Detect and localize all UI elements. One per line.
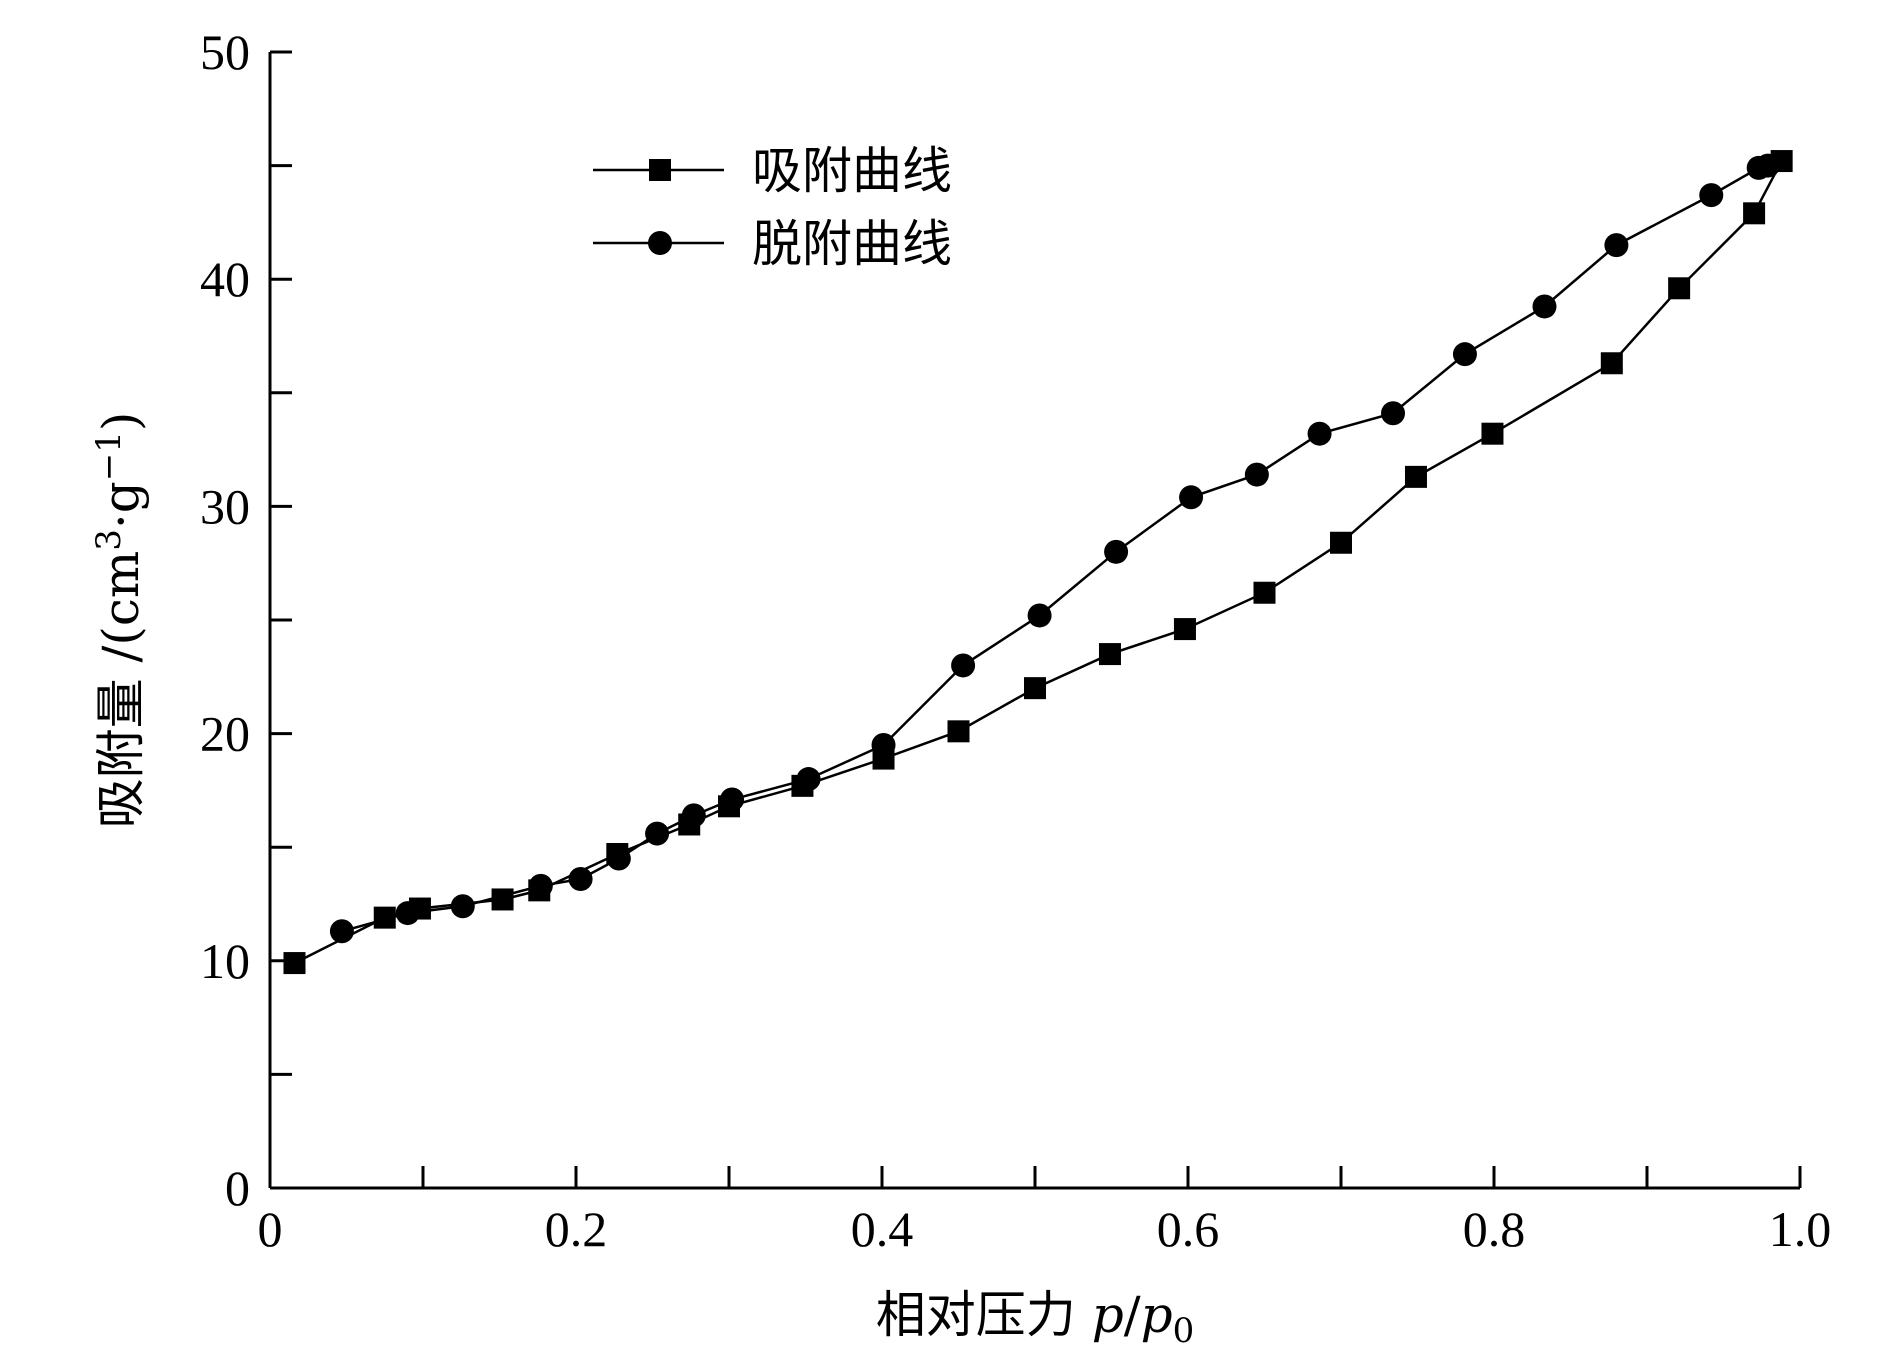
x-axis-title: 相对压力 p/p0: [876, 1286, 1194, 1351]
x-tick-label: 0.6: [1157, 1201, 1220, 1257]
data-point-square: [1024, 677, 1046, 700]
legend-circle-marker: [648, 231, 672, 255]
data-point-circle: [1532, 294, 1557, 319]
data-point-square: [1253, 581, 1276, 604]
series-layer: [283, 150, 1793, 975]
data-point-circle: [1027, 603, 1052, 628]
data-point-square: [1098, 643, 1121, 666]
data-point-square: [1743, 202, 1766, 225]
data-point-circle: [606, 846, 631, 871]
y-tick-label: 40: [200, 251, 250, 307]
data-point-circle: [871, 732, 896, 757]
data-point-square: [373, 906, 396, 929]
data-point-square: [1404, 465, 1427, 488]
y-tick-label: 30: [200, 478, 250, 534]
data-point-circle: [329, 919, 354, 944]
data-point-square: [1173, 618, 1196, 641]
data-point-square: [283, 952, 306, 975]
data-point-circle: [796, 767, 821, 792]
data-point-square: [491, 888, 514, 911]
y-tick-label: 10: [200, 933, 250, 989]
data-point-circle: [1699, 183, 1724, 208]
data-point-circle: [951, 653, 976, 678]
x-tick-label: 1.0: [1769, 1201, 1832, 1257]
data-point-circle: [1381, 401, 1406, 426]
legend-square-marker: [649, 159, 671, 181]
x-tick-label: 0.8: [1463, 1201, 1526, 1257]
data-point-square: [1330, 531, 1352, 554]
y-tick-label: 50: [200, 24, 250, 80]
data-point-circle: [1755, 153, 1780, 178]
series-adsorption: [283, 150, 1793, 975]
data-point-circle: [528, 873, 553, 898]
data-point-circle: [720, 787, 745, 812]
data-point-circle: [1307, 421, 1332, 446]
data-point-circle: [568, 867, 593, 892]
data-point-square: [1668, 277, 1691, 300]
x-tick-label: 0.4: [851, 1201, 914, 1257]
legend-label-desorption: 脱附曲线: [752, 215, 952, 273]
data-point-circle: [1244, 462, 1269, 487]
data-point-circle: [395, 901, 420, 926]
data-point-square: [1481, 422, 1504, 445]
data-point-circle: [1179, 485, 1204, 510]
series-desorption: [329, 153, 1780, 944]
data-point-circle: [1104, 539, 1129, 564]
data-point-circle: [645, 821, 670, 846]
y-tick-label: 0: [225, 1160, 250, 1216]
x-tick-label: 0: [258, 1201, 283, 1257]
series-line: [341, 164, 1769, 933]
legend-item-adsorption: 吸附曲线: [593, 142, 952, 200]
axis-ticks: 0 10 20 30 40 50 0 0.2 0.4 0.6 0.8 1.0: [200, 24, 1831, 1257]
x-tick-label: 0.2: [545, 1201, 608, 1257]
legend-item-desorption: 脱附曲线: [593, 215, 952, 273]
data-point-square: [947, 720, 970, 743]
y-axis-title: 吸附量 /(cm3·g−1): [89, 412, 150, 829]
data-point-circle: [1452, 342, 1477, 367]
legend-label-adsorption: 吸附曲线: [752, 142, 952, 200]
data-point-circle: [1604, 233, 1629, 258]
y-tick-label: 20: [200, 706, 250, 762]
legend: 吸附曲线 脱附曲线: [593, 142, 952, 273]
series-line: [293, 160, 1783, 965]
data-point-circle: [681, 803, 706, 828]
data-point-square: [1600, 352, 1623, 375]
data-point-circle: [450, 894, 475, 919]
